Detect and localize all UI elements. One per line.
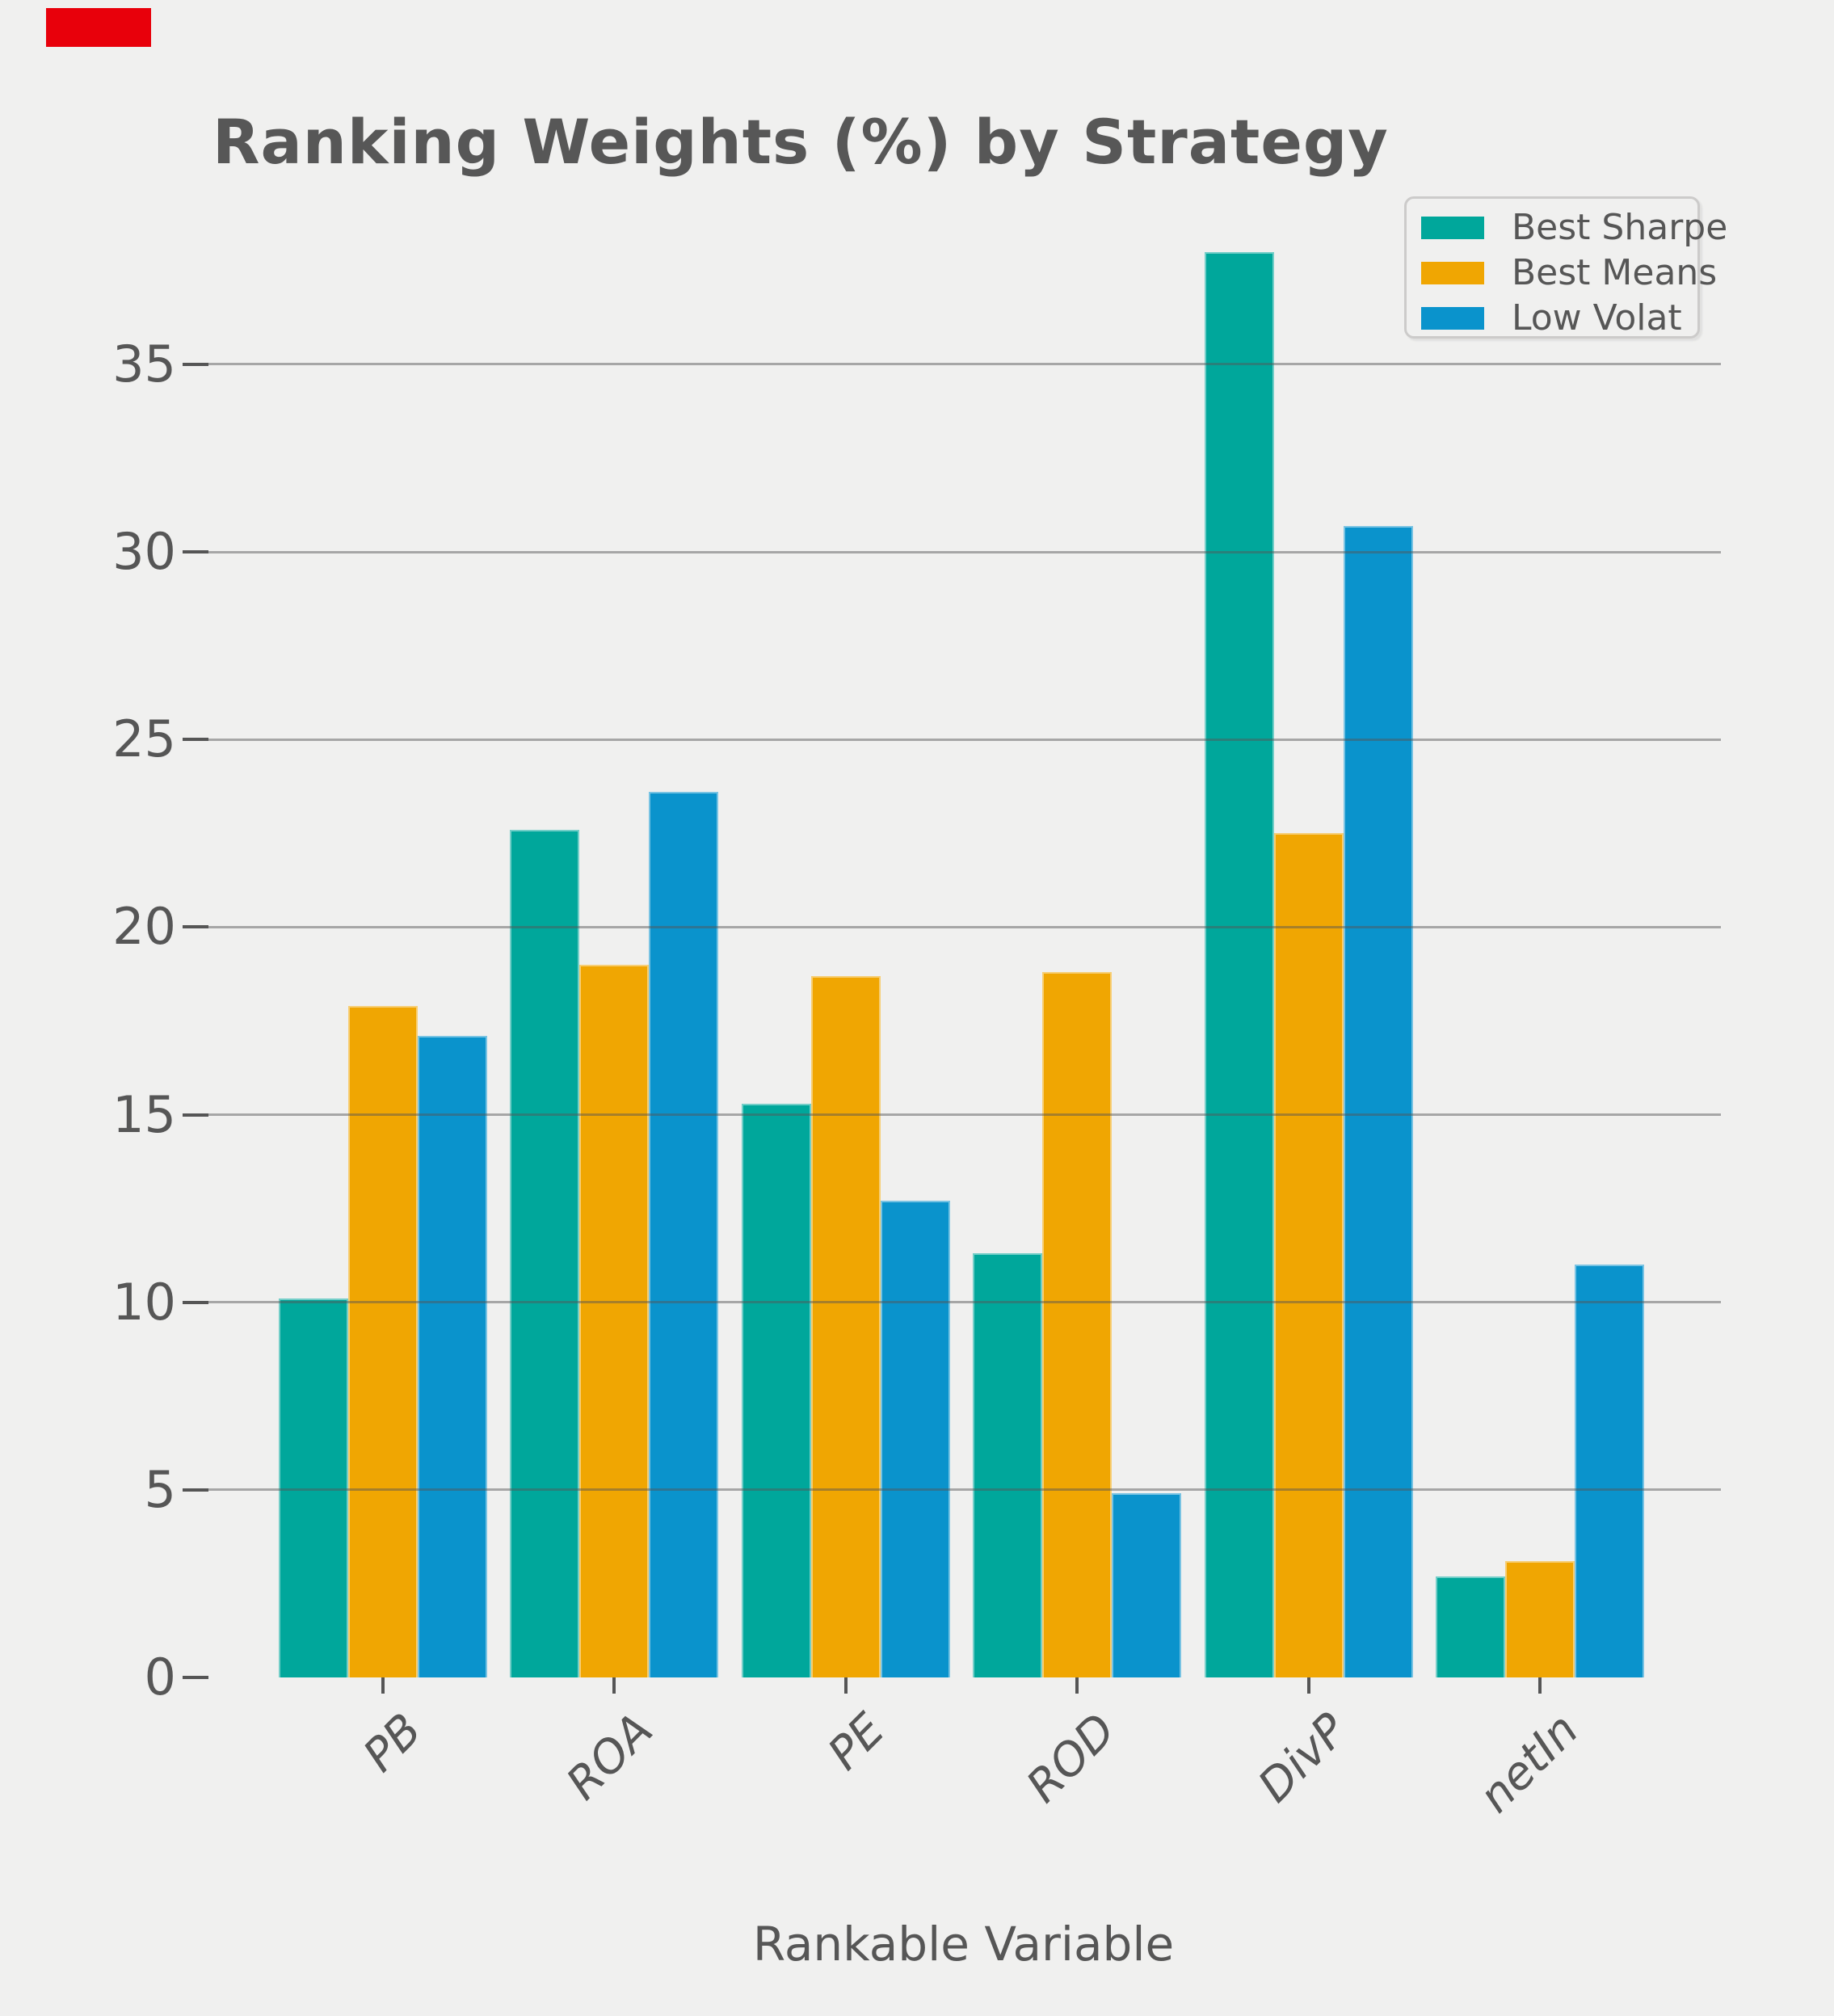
bar-ROD-low-volat xyxy=(1112,1493,1182,1677)
y-tick-label-20: 20 xyxy=(112,897,176,957)
bar-PB-low-volat xyxy=(418,1036,487,1677)
chart-title: Ranking Weights (%) by Strategy xyxy=(212,106,1389,178)
legend-label: Low Volat xyxy=(1512,297,1682,339)
best-sharpe-swatch-icon xyxy=(1421,217,1484,239)
x-tick-netIn xyxy=(1538,1677,1542,1694)
best-means-swatch-icon xyxy=(1421,262,1484,284)
bar-DivP-low-volat xyxy=(1343,525,1413,1677)
x-axis-label: Rankable Variable xyxy=(752,1917,1175,1972)
low-volat-swatch-icon xyxy=(1421,307,1484,330)
gridline-35 xyxy=(206,363,1721,366)
bar-netIn-best-sharpe xyxy=(1436,1576,1505,1677)
gridline-30 xyxy=(206,550,1721,553)
y-tick-30 xyxy=(183,550,208,554)
bar-ROD-best-means xyxy=(1042,972,1113,1677)
legend: Best Sharpe Best Means Low Volat xyxy=(1404,196,1727,339)
red-rectangle-artifact xyxy=(46,8,151,47)
y-tick-label-0: 0 xyxy=(144,1648,176,1707)
bar-ROD-best-sharpe xyxy=(973,1253,1043,1677)
bar-PE-best-sharpe xyxy=(741,1103,811,1677)
x-tick-ROD xyxy=(1075,1677,1079,1694)
x-tick-label-PB: PB xyxy=(353,1703,432,1782)
legend-label: Best Means xyxy=(1512,252,1718,293)
legend-label: Best Sharpe xyxy=(1512,207,1728,248)
y-tick-15 xyxy=(183,1113,208,1117)
x-tick-label-ROD: ROD xyxy=(1016,1703,1126,1813)
bar-DivP-best-sharpe xyxy=(1204,251,1274,1677)
x-tick-DivP xyxy=(1306,1677,1310,1694)
y-tick-label-30: 30 xyxy=(112,522,176,582)
gridline-10 xyxy=(206,1301,1721,1304)
bar-netIn-best-means xyxy=(1505,1561,1575,1677)
bar-PB-best-sharpe xyxy=(279,1298,348,1677)
y-tick-5 xyxy=(183,1488,208,1492)
bar-PE-best-means xyxy=(810,975,881,1677)
y-tick-35 xyxy=(183,362,208,366)
legend-item-best-sharpe: Best Sharpe xyxy=(1421,210,1727,246)
y-tick-20 xyxy=(183,925,208,929)
y-tick-label-10: 10 xyxy=(112,1272,176,1332)
x-tick-label-netIn: netIn xyxy=(1469,1703,1589,1824)
legend-item-low-volat: Low Volat xyxy=(1421,301,1682,336)
x-tick-label-PE: PE xyxy=(818,1703,895,1781)
y-tick-label-15: 15 xyxy=(112,1084,176,1144)
x-tick-label-DivP: DivP xyxy=(1248,1703,1358,1813)
y-tick-label-5: 5 xyxy=(144,1459,176,1519)
x-tick-PE xyxy=(843,1677,848,1694)
bar-PB-best-means xyxy=(348,1005,418,1677)
bar-ROA-best-means xyxy=(579,964,650,1677)
x-tick-label-ROA: ROA xyxy=(557,1703,663,1811)
bar-PE-low-volat xyxy=(880,1201,950,1677)
gridline-25 xyxy=(206,738,1721,741)
bar-DivP-best-means xyxy=(1273,833,1344,1677)
bar-netIn-low-volat xyxy=(1575,1265,1644,1677)
x-tick-ROA xyxy=(612,1677,616,1694)
gridline-5 xyxy=(206,1488,1721,1492)
legend-item-best-means: Best Means xyxy=(1421,255,1717,291)
bar-ROA-best-sharpe xyxy=(510,829,580,1677)
y-tick-25 xyxy=(183,738,208,742)
y-tick-0 xyxy=(183,1676,208,1679)
x-tick-PB xyxy=(381,1677,385,1694)
bar-ROA-low-volat xyxy=(649,792,719,1677)
y-tick-label-25: 25 xyxy=(112,709,176,769)
gridline-15 xyxy=(206,1113,1721,1117)
gridline-20 xyxy=(206,925,1721,928)
y-tick-10 xyxy=(183,1300,208,1304)
y-tick-label-35: 35 xyxy=(112,334,176,394)
